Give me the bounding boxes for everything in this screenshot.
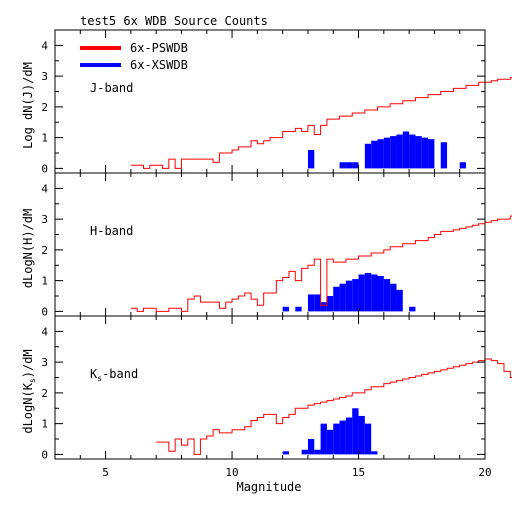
legend: 6x-PSWDB 6x-XSWDB: [80, 41, 188, 72]
xswdb-bar: [364, 423, 372, 455]
xswdb-bar: [282, 306, 289, 312]
y-tick-label: 2: [41, 101, 48, 114]
xswdb-bar: [345, 162, 353, 169]
xswdb-bar: [396, 134, 403, 169]
xswdb-bar: [307, 149, 315, 169]
band-label: Ks-band: [90, 367, 138, 383]
y-tick-label: 3: [41, 356, 48, 369]
xswdb-bar: [333, 423, 340, 455]
xswdb-bar: [358, 415, 365, 455]
xswdb-bar: [352, 279, 359, 312]
xswdb-bar: [301, 449, 308, 455]
y-tick-label: 1: [41, 132, 48, 145]
xswdb-bar: [421, 137, 429, 169]
chart-title: test5 6x WDB Source Counts: [80, 14, 268, 28]
xswdb-bar: [440, 142, 448, 169]
legend-label-xs: 6x-XSWDB: [130, 58, 188, 72]
xswdb-bar: [339, 283, 346, 312]
y-axis-label: Log dN(J)/dM: [21, 62, 35, 149]
xswdb-bar: [383, 137, 391, 169]
xswdb-bar: [339, 162, 346, 169]
pswdb-step-line: [130, 77, 512, 169]
y-tick-label: 0: [41, 162, 48, 175]
legend-swatch-xs: [80, 63, 121, 67]
xswdb-bar: [326, 296, 334, 312]
xswdb-bar: [339, 420, 346, 455]
xswdb-bar: [390, 136, 397, 169]
xswdb-bar: [352, 162, 359, 169]
y-tick-label: 1: [41, 418, 48, 431]
y-axis-label: dLogN(H)/dM: [21, 209, 35, 288]
legend-label-ps: 6x-PSWDB: [130, 41, 188, 55]
y-tick-label: 4: [41, 39, 48, 52]
xswdb-bar: [371, 140, 378, 169]
y-tick-label: 2: [41, 387, 48, 400]
x-tick-label: 10: [225, 466, 238, 479]
xswdb-bar: [333, 286, 340, 312]
xswdb-bar: [371, 274, 378, 312]
xswdb-bar: [364, 143, 372, 169]
band-label: J-band: [90, 81, 133, 95]
xswdb-bar: [320, 423, 327, 455]
xswdb-bar: [459, 162, 467, 169]
y-tick-label: 3: [41, 70, 48, 83]
xswdb-bar: [307, 439, 315, 455]
x-tick-label: 20: [478, 466, 491, 479]
y-tick-label: 2: [41, 244, 48, 257]
panels: 0 1 2 3 4 J-band Log dN(J)/dM 0 1 2 3 4 H-band dLogN(…: [21, 29, 512, 479]
xswdb-bar: [320, 302, 327, 312]
xswdb-bar: [377, 139, 384, 169]
y-axis-label: dLogN(Ks)/dM: [21, 349, 37, 433]
xswdb-bar: [295, 306, 302, 312]
xswdb-bar: [377, 276, 384, 312]
panel-frame: [54, 315, 486, 460]
x-tick-label: 5: [102, 466, 109, 479]
xswdb-bar: [409, 134, 416, 169]
xswdb-bar: [307, 294, 315, 312]
y-tick-label: 4: [41, 325, 48, 338]
xswdb-bar: [345, 280, 353, 312]
xswdb-bar: [390, 283, 397, 312]
xswdb-bar: [358, 274, 365, 312]
xswdb-bar: [428, 139, 435, 169]
xswdb-bar: [314, 449, 321, 455]
xswdb-bar: [326, 429, 334, 455]
xswdb-bar: [396, 289, 403, 312]
x-axis-label: Magnitude: [236, 480, 301, 494]
xswdb-bar: [282, 451, 289, 455]
xswdb-bar: [409, 306, 416, 312]
xswdb-bar: [371, 451, 378, 455]
y-tick-label: 1: [41, 275, 48, 288]
band-label: H-band: [90, 224, 133, 238]
xswdb-bar: [383, 279, 391, 312]
pswdb-step-line: [156, 358, 512, 455]
xswdb-bar: [345, 417, 353, 455]
legend-swatch-ps: [80, 46, 121, 50]
y-tick-label: 0: [41, 305, 48, 318]
xswdb-bar: [314, 294, 321, 312]
panel-frame: [54, 172, 486, 317]
xswdb-bar: [352, 408, 359, 455]
y-tick-label: 0: [41, 448, 48, 461]
xswdb-bar: [364, 272, 372, 312]
y-tick-label: 3: [41, 213, 48, 226]
pswdb-step-line: [130, 215, 512, 312]
x-tick-label: 15: [352, 466, 365, 479]
xswdb-bar: [415, 136, 422, 169]
y-tick-label: 4: [41, 182, 48, 195]
xswdb-bar: [402, 131, 410, 169]
